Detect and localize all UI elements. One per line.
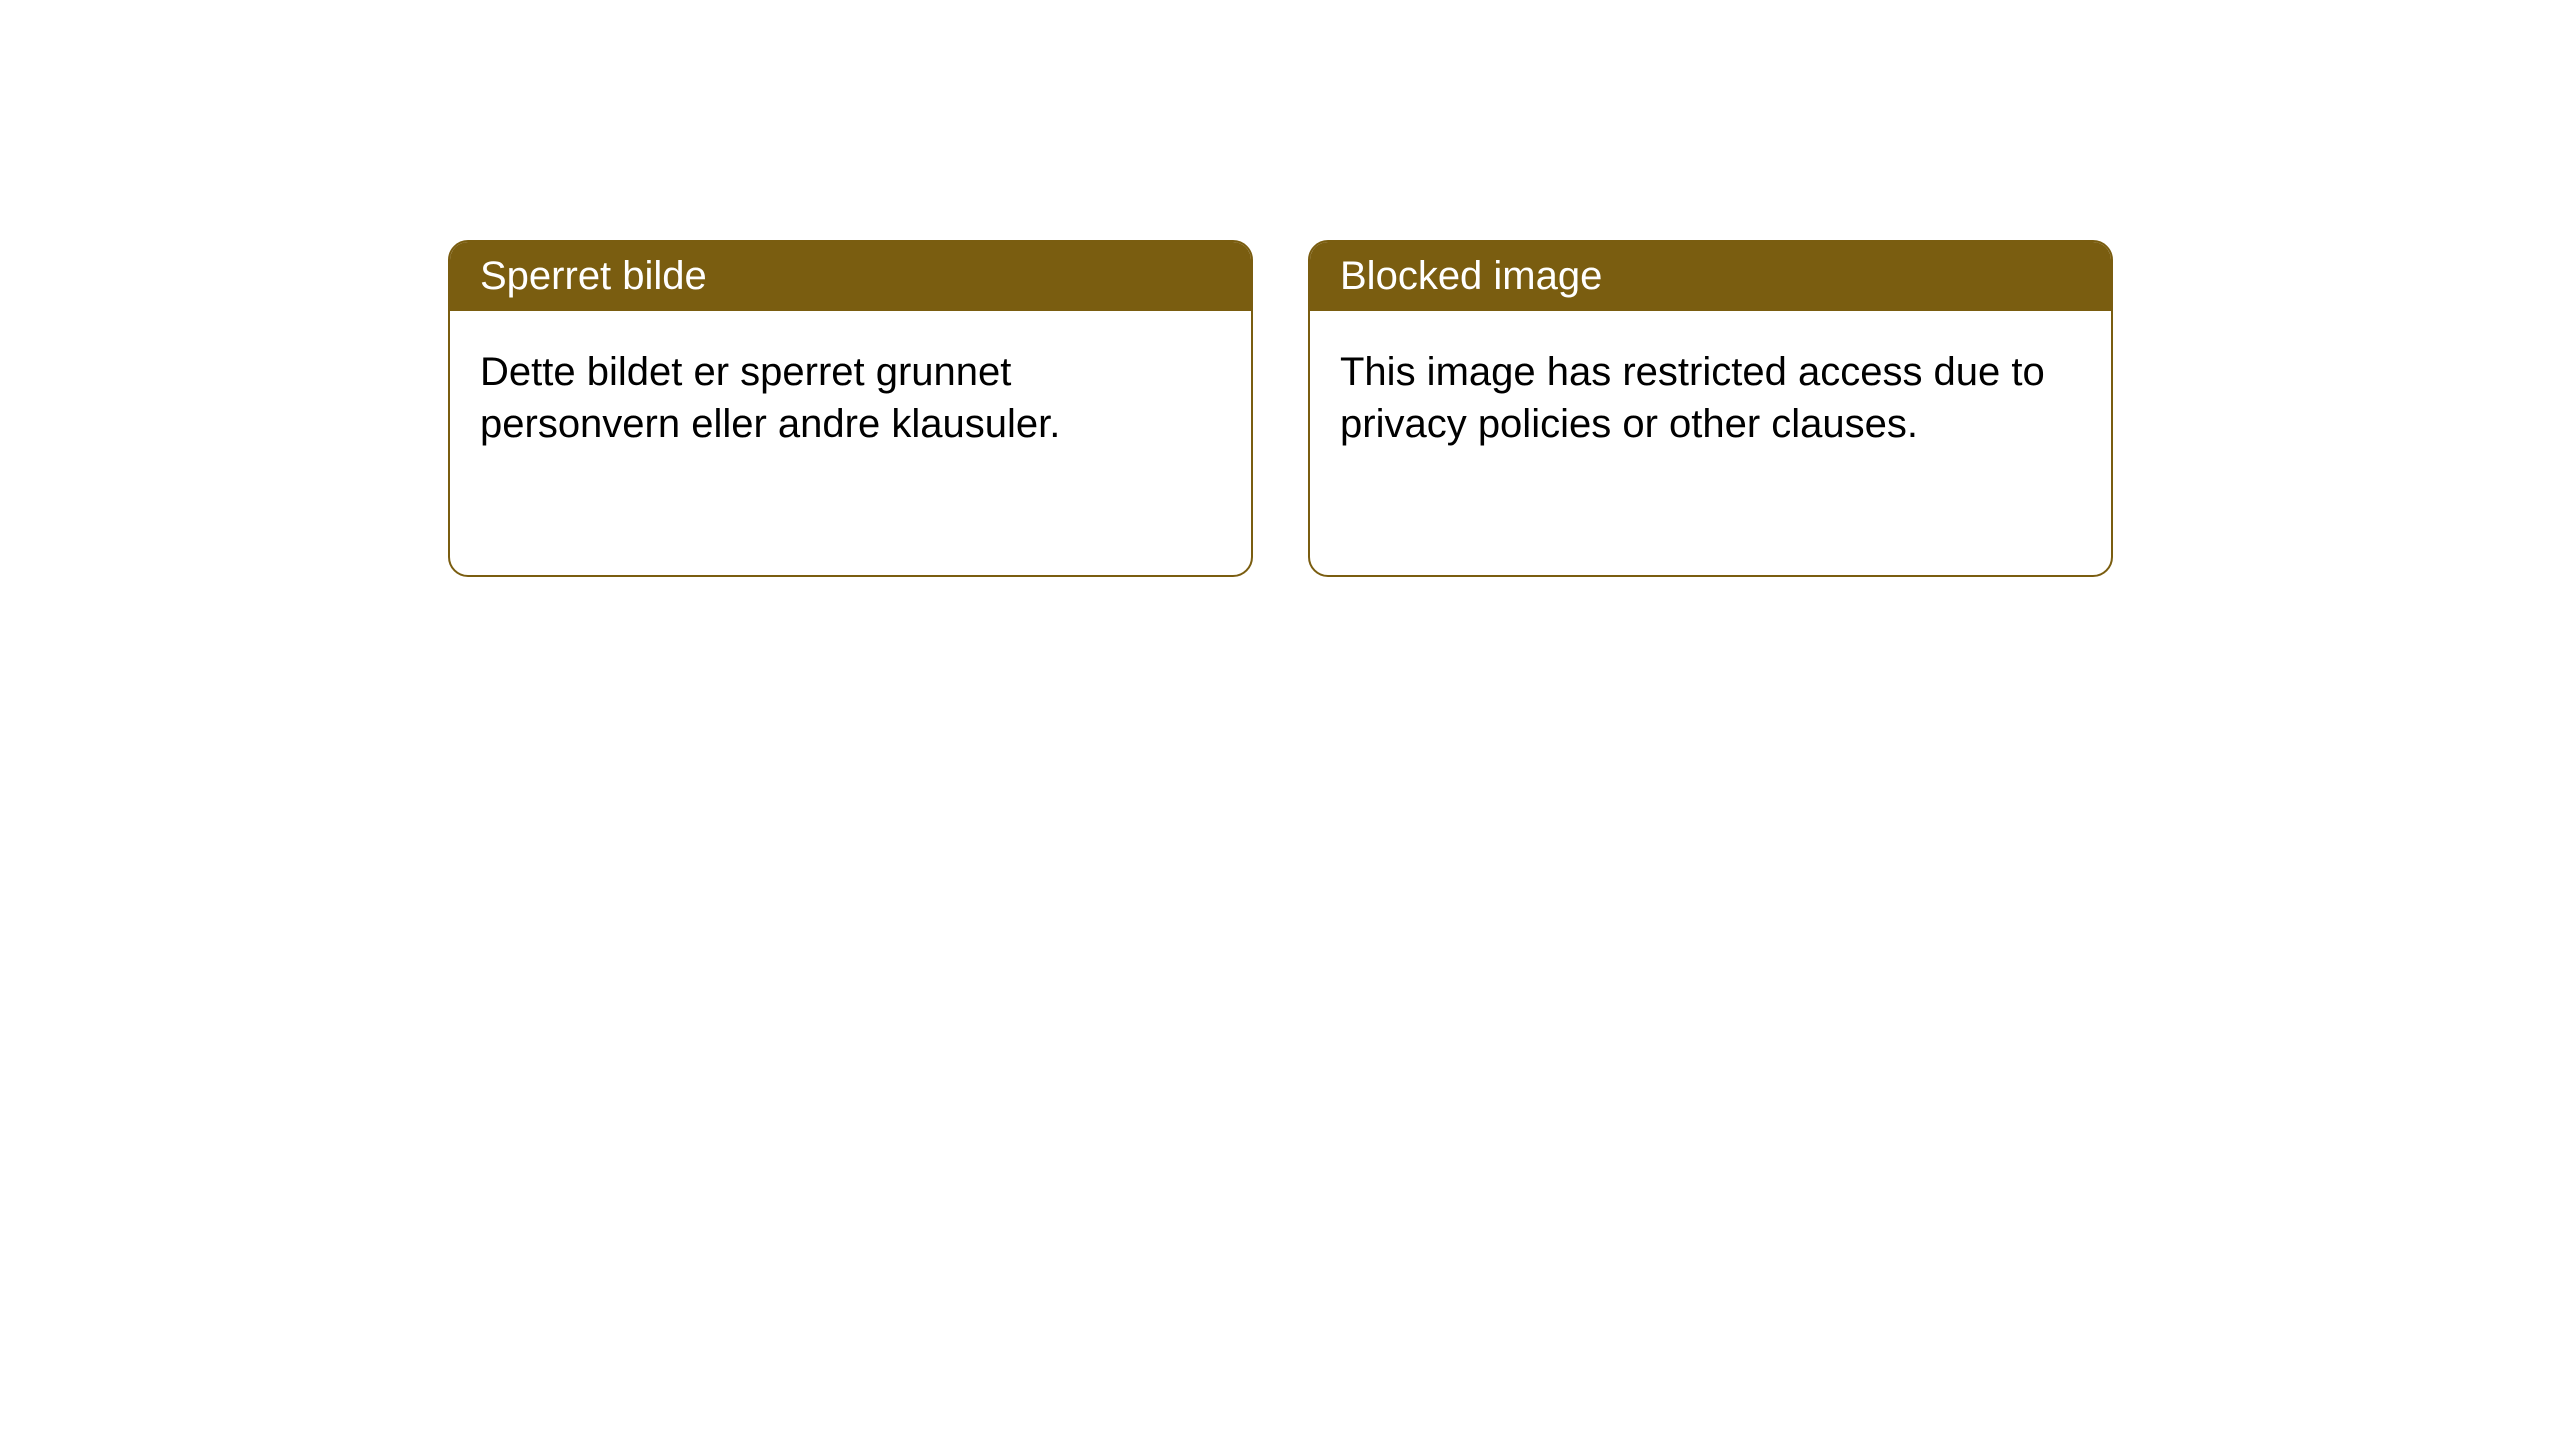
card-body-text: Dette bildet er sperret grunnet personve… [480, 350, 1060, 446]
card-title: Sperret bilde [480, 254, 707, 298]
card-header: Blocked image [1310, 242, 2111, 311]
card-body: Dette bildet er sperret grunnet personve… [450, 311, 1251, 485]
blocked-image-card-en: Blocked image This image has restricted … [1308, 240, 2113, 577]
card-header: Sperret bilde [450, 242, 1251, 311]
card-title: Blocked image [1340, 254, 1602, 298]
blocked-image-card-no: Sperret bilde Dette bildet er sperret gr… [448, 240, 1253, 577]
card-body-text: This image has restricted access due to … [1340, 350, 2045, 446]
card-body: This image has restricted access due to … [1310, 311, 2111, 485]
cards-container: Sperret bilde Dette bildet er sperret gr… [0, 0, 2560, 577]
